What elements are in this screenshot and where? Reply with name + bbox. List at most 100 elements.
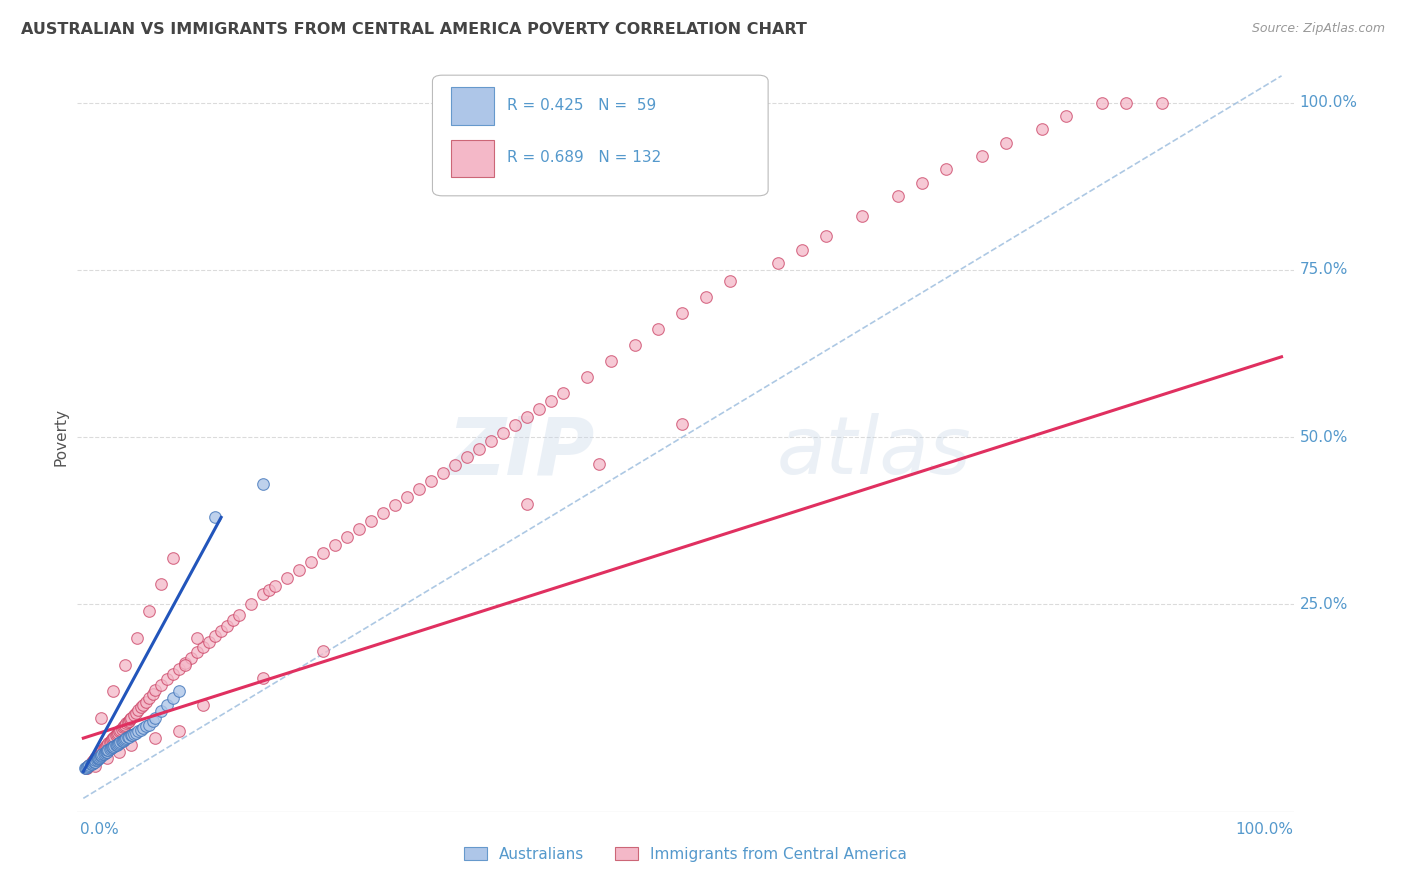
Point <box>851 210 873 224</box>
Point <box>191 640 214 655</box>
Point <box>156 673 179 687</box>
Point <box>887 189 910 203</box>
Point <box>111 733 134 747</box>
Point <box>80 755 103 769</box>
Y-axis label: Poverty: Poverty <box>53 408 69 467</box>
Point <box>516 497 538 511</box>
Point <box>118 730 141 744</box>
Point <box>198 635 221 649</box>
Point <box>132 721 155 735</box>
Point <box>76 760 98 774</box>
Point <box>127 724 149 739</box>
Point <box>204 630 226 644</box>
Point <box>312 644 335 658</box>
Point <box>252 671 274 685</box>
Point <box>89 749 111 764</box>
Point <box>162 667 184 681</box>
Point <box>86 749 108 764</box>
Text: 100.0%: 100.0% <box>1299 95 1358 110</box>
Point <box>120 711 142 725</box>
Point <box>264 579 287 593</box>
Point <box>91 747 114 762</box>
Point <box>575 369 598 384</box>
Point <box>75 760 97 774</box>
Point <box>111 734 134 748</box>
Point <box>142 687 165 701</box>
Point <box>479 434 502 449</box>
Point <box>970 149 993 163</box>
Point <box>93 747 115 761</box>
Point <box>120 738 142 752</box>
Point <box>73 761 96 775</box>
Point <box>125 706 148 720</box>
Point <box>93 742 115 756</box>
Point <box>142 714 165 729</box>
Point <box>110 735 132 749</box>
Point <box>76 760 98 774</box>
Point <box>299 554 322 569</box>
Point <box>94 740 117 755</box>
Point <box>114 717 136 731</box>
Point <box>127 703 149 717</box>
FancyBboxPatch shape <box>433 75 768 196</box>
Point <box>77 759 100 773</box>
Point <box>443 458 465 473</box>
Point <box>94 745 117 759</box>
Point <box>82 756 104 770</box>
Point <box>87 747 110 762</box>
Point <box>83 755 105 769</box>
Text: 0.0%: 0.0% <box>80 822 118 837</box>
Point <box>252 476 274 491</box>
Point <box>408 483 430 497</box>
Point <box>86 751 108 765</box>
Point <box>107 726 129 740</box>
Point <box>118 714 141 728</box>
Point <box>89 746 111 760</box>
Point <box>129 700 152 714</box>
Point <box>143 711 166 725</box>
Point <box>191 698 214 712</box>
Point <box>97 742 120 756</box>
Point <box>90 749 112 764</box>
Point <box>336 530 359 544</box>
Point <box>84 759 107 773</box>
Point <box>103 739 125 753</box>
Point <box>432 466 454 480</box>
Point <box>84 753 107 767</box>
Point <box>91 743 114 757</box>
Legend: Australians, Immigrants from Central America: Australians, Immigrants from Central Ame… <box>458 840 912 868</box>
Point <box>104 739 127 753</box>
Point <box>117 731 139 745</box>
Point <box>162 550 184 565</box>
Point <box>209 624 232 639</box>
Point <box>150 577 173 591</box>
Point <box>75 761 97 775</box>
Point <box>551 386 574 401</box>
Point <box>129 723 152 737</box>
Point <box>647 322 669 336</box>
Point <box>312 546 335 561</box>
Point <box>117 715 139 730</box>
Point <box>77 759 100 773</box>
Point <box>135 695 157 709</box>
Point <box>138 690 160 705</box>
Text: R = 0.425   N =  59: R = 0.425 N = 59 <box>506 97 655 112</box>
Point <box>110 723 132 737</box>
Point <box>86 753 108 767</box>
Point <box>204 510 226 524</box>
Point <box>101 740 124 755</box>
Point <box>217 619 239 633</box>
Point <box>527 401 550 416</box>
Point <box>107 737 129 751</box>
Point <box>671 417 693 431</box>
Point <box>695 289 717 303</box>
Point <box>371 507 394 521</box>
Point <box>419 475 441 489</box>
Text: ZIP: ZIP <box>447 413 595 491</box>
Point <box>86 748 108 763</box>
Point <box>167 662 190 676</box>
Point <box>1031 122 1053 136</box>
Point <box>228 608 250 623</box>
Point <box>94 746 117 760</box>
Bar <box>451 87 495 125</box>
